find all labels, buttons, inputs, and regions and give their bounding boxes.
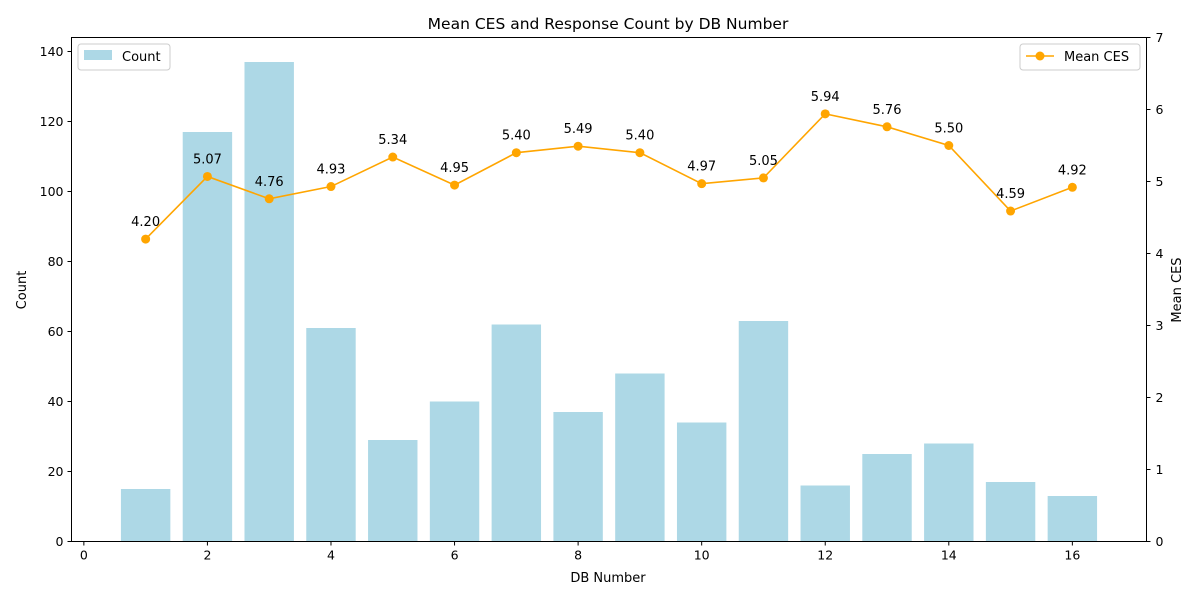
bar-count-db-1 bbox=[120, 489, 171, 542]
y-right-tick-label: 1 bbox=[1156, 462, 1164, 477]
point-mean-ces-db-5 bbox=[388, 152, 398, 162]
bar-count-db-8 bbox=[553, 412, 603, 542]
legend-count-label: Count bbox=[122, 50, 161, 65]
data-label-mean-ces-db-10: 4.97 bbox=[687, 160, 716, 175]
data-label-mean-ces-db-9: 5.40 bbox=[625, 129, 654, 144]
x-tick-label: 6 bbox=[451, 548, 459, 563]
x-tick-label: 12 bbox=[817, 548, 833, 563]
x-tick-label: 0 bbox=[80, 548, 88, 563]
bar-count-db-5 bbox=[368, 440, 418, 542]
data-label-mean-ces-db-4: 4.93 bbox=[317, 163, 346, 178]
legend-mean-ces-marker bbox=[1035, 51, 1045, 61]
x-tick-label: 2 bbox=[203, 548, 211, 563]
x-tick-label: 8 bbox=[574, 548, 582, 563]
data-label-mean-ces-db-15: 4.59 bbox=[996, 187, 1025, 202]
bar-count-db-16 bbox=[1047, 496, 1098, 542]
data-label-mean-ces-db-11: 5.05 bbox=[749, 154, 778, 169]
point-mean-ces-db-1 bbox=[141, 234, 151, 244]
y-right-tick-label: 5 bbox=[1156, 174, 1164, 189]
chart-title: Mean CES and Response Count by DB Number bbox=[428, 15, 789, 33]
point-mean-ces-db-8 bbox=[573, 141, 583, 151]
data-label-mean-ces-db-3: 4.76 bbox=[255, 175, 284, 190]
bar-count-db-6 bbox=[429, 401, 480, 542]
legend-count-swatch bbox=[84, 50, 112, 60]
point-mean-ces-db-3 bbox=[264, 194, 274, 204]
x-axis-label: DB Number bbox=[570, 571, 646, 586]
y-right-tick-label: 6 bbox=[1156, 102, 1164, 117]
point-mean-ces-db-16 bbox=[1067, 182, 1077, 192]
data-label-mean-ces-db-16: 4.92 bbox=[1058, 163, 1087, 178]
y-left-tick-label: 120 bbox=[40, 114, 64, 129]
bar-count-db-2 bbox=[182, 132, 233, 542]
point-mean-ces-db-10 bbox=[697, 179, 707, 189]
x-tick-label: 14 bbox=[941, 548, 957, 563]
data-label-mean-ces-db-8: 5.49 bbox=[564, 122, 593, 137]
mean-ces-line bbox=[145, 112, 1073, 240]
data-label-mean-ces-db-6: 4.95 bbox=[440, 161, 469, 176]
data-label-mean-ces-db-7: 5.40 bbox=[502, 129, 531, 144]
bar-count-db-10 bbox=[676, 422, 727, 542]
point-mean-ces-db-7 bbox=[511, 148, 521, 158]
point-mean-ces-db-9 bbox=[635, 148, 645, 158]
data-label-mean-ces-db-13: 5.76 bbox=[873, 103, 902, 118]
bar-count-db-4 bbox=[306, 328, 356, 542]
y-left-tick-label: 20 bbox=[48, 464, 64, 479]
x-tick-label: 16 bbox=[1064, 548, 1080, 563]
y-left-tick-label: 80 bbox=[48, 254, 64, 269]
legend-count: Count bbox=[77, 43, 171, 71]
data-label-mean-ces-db-1: 4.20 bbox=[131, 215, 160, 230]
data-label-mean-ces-db-12: 5.94 bbox=[811, 90, 840, 105]
legend-mean-ces-label: Mean CES bbox=[1064, 50, 1129, 65]
y-left-tick-label: 140 bbox=[40, 44, 64, 59]
x-tick-label: 4 bbox=[327, 548, 335, 563]
x-tick-label: 10 bbox=[694, 548, 710, 563]
bar-count-db-13 bbox=[862, 454, 912, 542]
point-mean-ces-db-6 bbox=[450, 180, 460, 190]
legend-mean-ces: Mean CES bbox=[1019, 43, 1141, 71]
y-left-tick-label: 60 bbox=[48, 324, 64, 339]
data-label-mean-ces-db-14: 5.50 bbox=[934, 122, 963, 137]
point-mean-ces-db-12 bbox=[820, 109, 830, 119]
y-right-tick-label: 4 bbox=[1156, 246, 1164, 261]
data-label-mean-ces-db-2: 5.07 bbox=[193, 152, 222, 167]
point-mean-ces-db-14 bbox=[944, 141, 954, 150]
y-left-tick-label: 100 bbox=[40, 184, 64, 199]
point-mean-ces-db-4 bbox=[326, 182, 336, 192]
point-mean-ces-db-15 bbox=[1006, 206, 1016, 216]
y-left-tick-label: 0 bbox=[56, 534, 64, 549]
bar-count-db-14 bbox=[924, 443, 974, 542]
y-right-tick-label: 7 bbox=[1156, 30, 1164, 45]
y-left-tick-label: 40 bbox=[48, 394, 64, 409]
y-axis-right-label: Mean CES bbox=[1170, 257, 1185, 322]
bar-count-db-12 bbox=[800, 485, 850, 542]
y-right-tick-label: 3 bbox=[1156, 318, 1164, 333]
bar-count-db-3 bbox=[244, 62, 294, 542]
data-label-mean-ces-db-5: 5.34 bbox=[378, 133, 407, 148]
y-axis-left-label: Count bbox=[15, 271, 30, 310]
bar-count-db-15 bbox=[985, 482, 1036, 542]
bar-count-db-11 bbox=[738, 321, 789, 542]
point-mean-ces-db-2 bbox=[202, 171, 212, 181]
y-right-tick-label: 2 bbox=[1156, 390, 1164, 405]
y-right-tick-label: 0 bbox=[1156, 534, 1164, 549]
point-mean-ces-db-13 bbox=[882, 122, 892, 132]
bar-count-db-7 bbox=[491, 324, 542, 542]
plot-frame bbox=[71, 37, 1147, 542]
bar-count-db-9 bbox=[615, 373, 665, 542]
point-mean-ces-db-11 bbox=[758, 173, 768, 183]
